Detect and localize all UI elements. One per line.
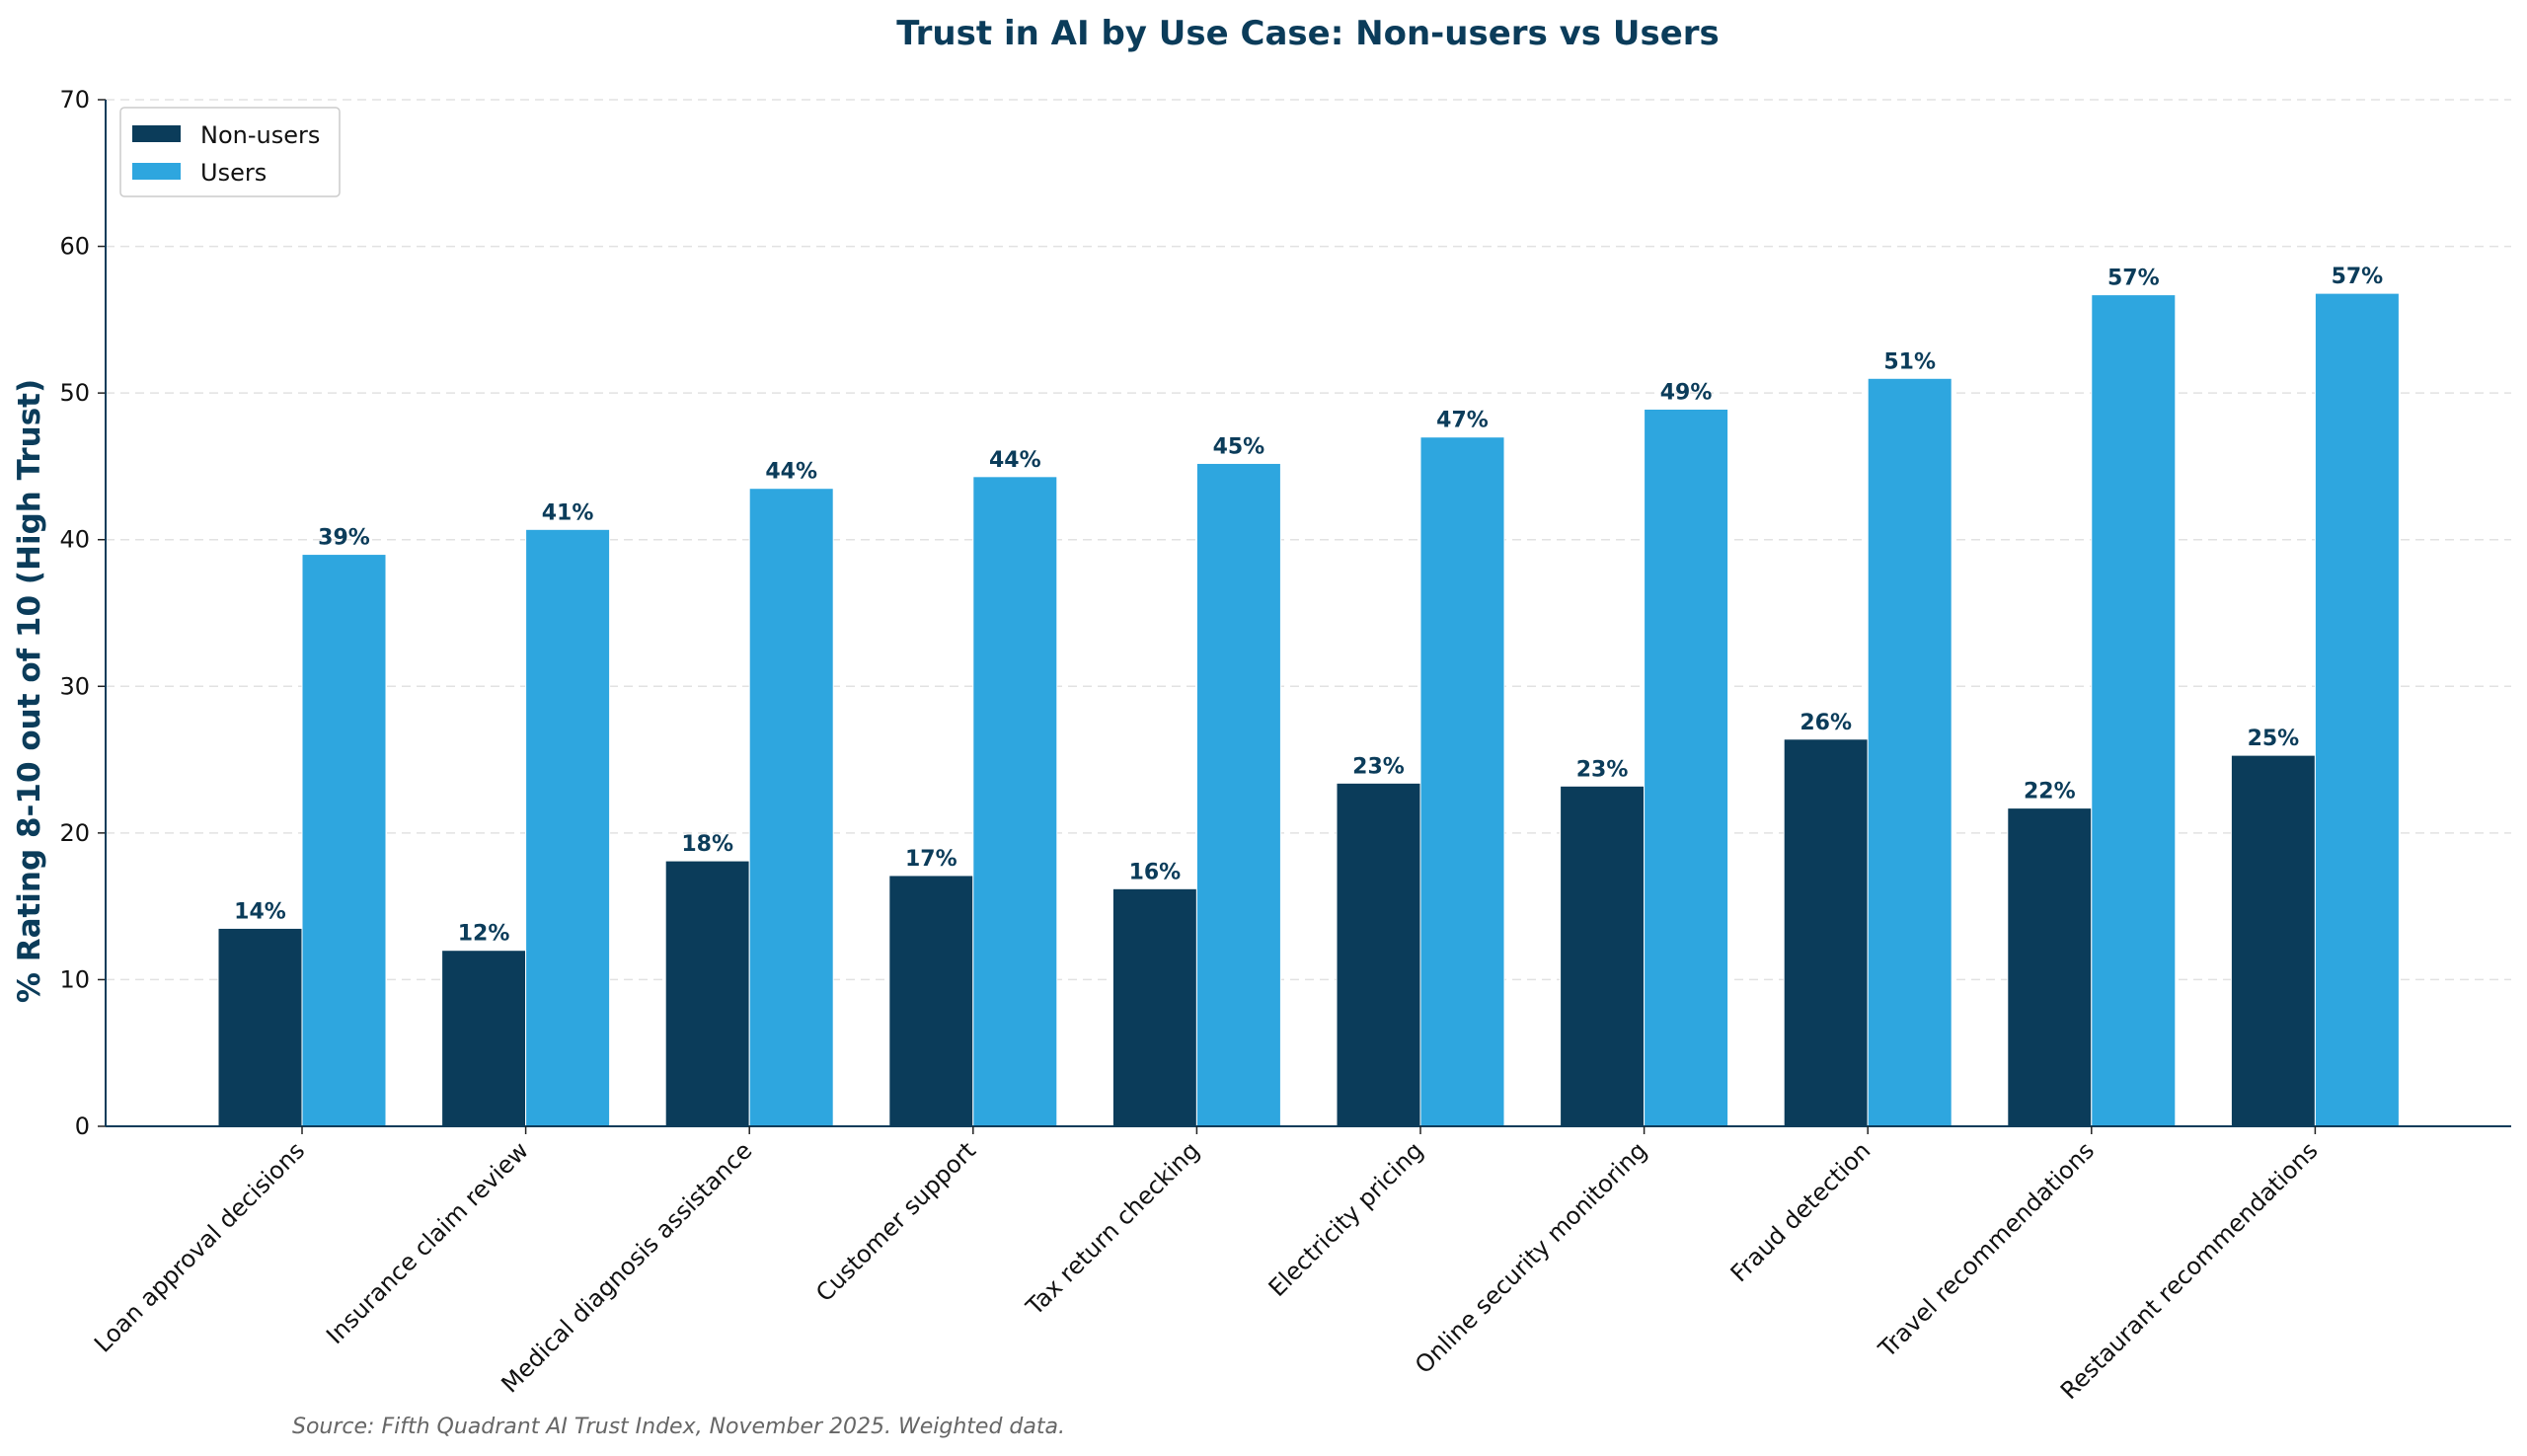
y-tick-label: 70 — [59, 86, 90, 114]
y-tick-label: 30 — [59, 672, 90, 700]
bar-non-users — [2007, 807, 2093, 1127]
data-label: 18% — [681, 832, 733, 857]
x-tick-label: Online security monitoring — [1410, 1136, 1652, 1379]
bar-users — [972, 476, 1058, 1127]
bar-non-users — [1336, 782, 1421, 1127]
data-label: 39% — [318, 526, 370, 551]
y-tick-label: 20 — [59, 819, 90, 847]
data-label: 23% — [1576, 757, 1629, 782]
legend-label-non-users: Non-users — [200, 121, 320, 149]
bar-non-users — [1111, 887, 1197, 1127]
y-tick-label: 50 — [59, 379, 90, 407]
x-tick-label: Loan approval decisions — [89, 1136, 310, 1357]
data-label: 57% — [2332, 265, 2384, 289]
bar-users — [2091, 294, 2177, 1127]
data-label: 41% — [542, 500, 594, 525]
bar-users — [748, 488, 834, 1127]
y-tick-label: 40 — [59, 526, 90, 554]
x-tick-label: Customer support — [810, 1136, 981, 1307]
data-label: 12% — [458, 922, 510, 947]
x-tick-label: Tax return checking — [1021, 1136, 1205, 1321]
bar-users — [1867, 377, 1953, 1127]
x-tick-label: Electricity pricing — [1264, 1136, 1429, 1302]
x-tick-label: Medical diagnosis assistance — [496, 1136, 757, 1398]
bar-users — [1644, 408, 1729, 1127]
data-label: 44% — [989, 448, 1041, 473]
bar-non-users — [664, 860, 750, 1127]
data-label: 44% — [765, 460, 817, 485]
bar-non-users — [888, 875, 974, 1127]
y-axis-label: % Rating 8-10 out of 10 (High Trust) — [12, 379, 47, 1003]
x-tick-label: Travel recommendations — [1873, 1136, 2100, 1363]
bar-users — [1419, 436, 1505, 1127]
data-label: 14% — [234, 899, 286, 924]
bars: 14% 39% 12% 41% 18% 44% 17% 44% 16% 45% 23% 47% 23% 4… — [217, 265, 2400, 1127]
bar-users — [301, 554, 387, 1127]
y-tick-label: 10 — [59, 965, 90, 993]
data-label: 23% — [1352, 754, 1405, 779]
grid — [106, 99, 2511, 981]
y-tick-label: 0 — [75, 1112, 90, 1140]
x-tick-label: Insurance claim review — [321, 1136, 534, 1349]
bar-users — [525, 528, 611, 1127]
chart-title: Trust in AI by Use Case: Non-users vs Us… — [896, 14, 1720, 53]
data-label: 17% — [905, 847, 957, 872]
bar-users — [1195, 462, 1281, 1127]
legend-swatch-non-users — [132, 125, 181, 142]
data-label: 16% — [1129, 860, 1182, 884]
legend-swatch-users — [132, 163, 181, 180]
data-label: 57% — [2107, 267, 2160, 291]
data-label: 51% — [1883, 349, 1936, 374]
legend: Non-users Users — [119, 107, 341, 197]
bar-non-users — [1783, 738, 1869, 1127]
x-tick-label: Fraud detection — [1725, 1136, 1876, 1287]
bar-non-users — [1560, 785, 1646, 1127]
data-label: 49% — [1660, 380, 1713, 405]
bar-non-users — [441, 950, 527, 1127]
x-tick-label: Restaurant recommendations — [2055, 1136, 2324, 1405]
data-label: 25% — [2248, 727, 2300, 751]
legend-label-users: Users — [200, 159, 267, 187]
bar-users — [2314, 292, 2400, 1127]
data-label: 26% — [1800, 711, 1852, 735]
data-label: 22% — [2024, 780, 2076, 805]
bar-non-users — [217, 927, 303, 1127]
data-label: 47% — [1436, 409, 1489, 433]
source-note: Source: Fifth Quadrant AI Trust Index, N… — [292, 1415, 1065, 1439]
data-label: 45% — [1213, 434, 1265, 459]
bar-non-users — [2230, 754, 2316, 1127]
y-tick-label: 60 — [59, 233, 90, 261]
